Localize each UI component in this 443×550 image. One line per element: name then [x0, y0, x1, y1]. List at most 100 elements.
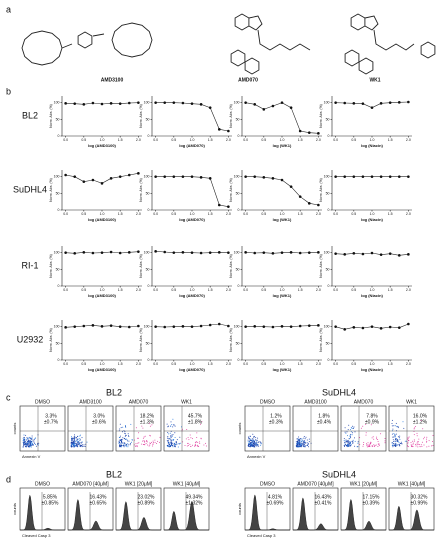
event-dot — [345, 445, 347, 446]
percent-label: 23.02% — [138, 494, 156, 500]
x-tick-label: 2.0 — [316, 288, 321, 292]
event-dot — [384, 438, 386, 439]
data-point — [388, 325, 392, 329]
event-dot — [179, 436, 181, 438]
histogram — [245, 494, 290, 531]
event-dot — [426, 438, 427, 440]
data-point — [109, 102, 113, 105]
event-dot — [349, 429, 351, 431]
event-dot — [199, 441, 201, 443]
event-dot — [30, 446, 32, 448]
y-axis-label: counts — [237, 423, 242, 435]
event-dot — [367, 446, 369, 448]
data-point — [379, 327, 383, 330]
event-dot — [174, 445, 176, 447]
event-dot — [148, 423, 150, 425]
event-dot — [123, 438, 125, 440]
x-tick-label: 1.5 — [118, 138, 123, 142]
event-dot — [129, 444, 131, 446]
event-dot — [70, 442, 72, 444]
data-point — [118, 102, 122, 105]
event-dot — [30, 440, 32, 442]
event-dot — [416, 432, 418, 434]
x-tick-label: 1.0 — [190, 362, 195, 366]
event-dot — [415, 445, 417, 447]
event-dot — [142, 427, 144, 429]
data-point — [352, 326, 356, 329]
x-axis-label: log (WK1) — [273, 293, 292, 298]
event-dot — [194, 445, 196, 447]
event-dot — [83, 445, 85, 447]
event-dot — [398, 442, 400, 444]
event-dot — [186, 445, 188, 447]
event-dot — [119, 440, 121, 441]
data-point — [100, 251, 104, 254]
event-dot — [182, 441, 184, 443]
event-dot — [72, 441, 74, 443]
event-dot — [377, 446, 379, 447]
event-dot — [196, 432, 198, 434]
data-point — [154, 325, 157, 328]
data-point — [289, 251, 293, 254]
event-dot — [367, 444, 369, 446]
data-point — [379, 102, 383, 105]
data-point — [280, 178, 284, 182]
event-dot — [29, 437, 31, 439]
y-axis-label: Norm. Abs. (%) — [49, 104, 53, 128]
x-tick-label: 1.5 — [298, 138, 303, 142]
data-point — [352, 102, 356, 105]
event-dot — [353, 426, 355, 428]
event-dot — [189, 443, 191, 445]
y-tick-label: 50 — [236, 341, 240, 345]
event-dot — [74, 436, 76, 438]
event-dot — [149, 442, 151, 444]
event-dot — [142, 440, 144, 442]
event-dot — [415, 426, 416, 427]
event-dot — [397, 441, 399, 443]
event-dot — [29, 445, 31, 447]
gate-line — [68, 406, 113, 451]
fit-line — [155, 176, 229, 207]
data-point — [190, 325, 194, 328]
event-dot — [398, 443, 400, 445]
event-dot — [167, 445, 169, 447]
x-tick-label: 1.0 — [100, 138, 105, 142]
x-tick-label: 1.0 — [190, 288, 195, 292]
event-dot — [205, 445, 207, 447]
event-dot — [80, 439, 81, 441]
event-dot — [119, 446, 121, 448]
event-dot — [24, 442, 26, 444]
event-dot — [123, 442, 125, 444]
event-dot — [171, 445, 172, 446]
x-axis-label: Annexin V — [22, 454, 41, 459]
event-dot — [171, 424, 173, 426]
y-tick-label: 0 — [328, 208, 330, 212]
event-dot — [254, 444, 256, 446]
fit-line — [245, 102, 319, 134]
data-point — [137, 324, 140, 328]
event-dot — [138, 442, 140, 444]
y-axis-label: Norm. Abs. (%) — [49, 328, 53, 352]
event-dot — [407, 438, 409, 440]
x-tick-label: 2.0 — [226, 288, 231, 292]
event-dot — [376, 438, 377, 440]
data-point — [154, 250, 157, 253]
event-dot — [426, 441, 428, 443]
event-dot — [299, 441, 301, 443]
event-dot — [297, 442, 299, 444]
event-dot — [174, 432, 176, 434]
event-dot — [408, 440, 410, 442]
event-dot — [167, 446, 169, 447]
data-point — [64, 326, 67, 329]
event-dot — [299, 442, 301, 444]
event-dot — [30, 445, 32, 447]
data-point — [307, 251, 311, 254]
x-tick-label: 0.5 — [261, 288, 266, 292]
x-tick-label: 2.0 — [226, 212, 231, 216]
event-dot — [368, 444, 370, 446]
event-dot — [255, 437, 257, 439]
event-dot — [121, 441, 123, 443]
data-point — [227, 251, 230, 254]
x-tick-label: 0.5 — [261, 212, 266, 216]
event-dot — [71, 440, 73, 442]
